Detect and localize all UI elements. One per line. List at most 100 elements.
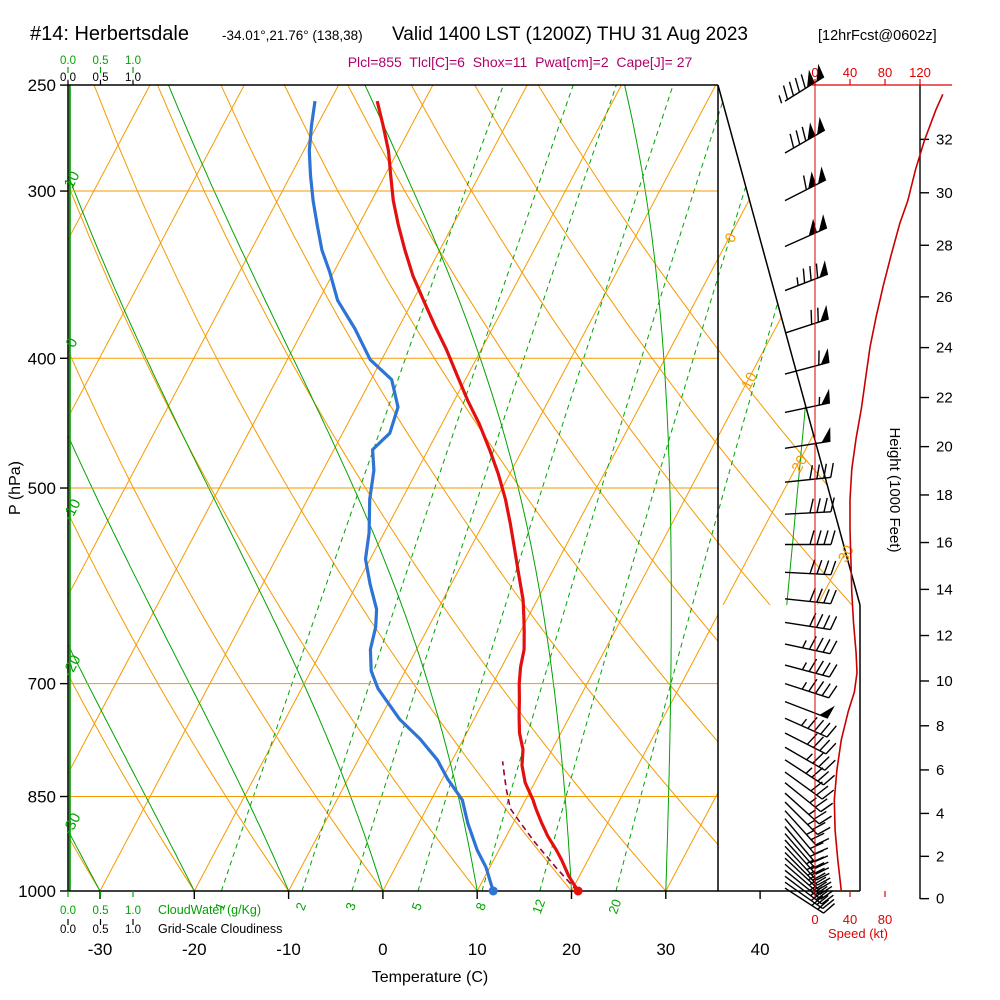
mixing-ratio-label: 3: [342, 900, 359, 912]
barb-staff: [784, 759, 824, 786]
barb-staff: [784, 643, 831, 655]
cloudiness-scale-bottom-label: 0.0: [60, 924, 76, 936]
cloudwater-scale-top-label: 0.0: [60, 55, 76, 67]
barb-staff: [784, 875, 823, 905]
barb-full: [816, 530, 822, 545]
mixing-ratio-label: 12: [529, 897, 548, 916]
barb-staff: [784, 792, 820, 825]
barb-full: [814, 681, 825, 694]
speed-tick-bottom-label: 40: [843, 912, 857, 927]
barb-full: [814, 861, 829, 869]
pressure-tick-label: 500: [28, 479, 56, 498]
speed-curve: [833, 93, 944, 892]
barb-full: [802, 268, 806, 284]
barb-half: [808, 874, 816, 881]
barb-full: [820, 722, 831, 735]
wind-barb: [784, 388, 831, 414]
dry-adiabat-line: [93, 85, 572, 891]
barb-full: [818, 881, 832, 891]
barb-full: [815, 263, 819, 279]
barb-full: [830, 560, 837, 575]
barb-pennant: [817, 116, 825, 135]
barb-staff: [784, 857, 820, 890]
barb-half: [801, 662, 808, 671]
wind-barb: [784, 559, 837, 576]
barb-full: [820, 890, 834, 900]
dewpoint-curve: [307, 100, 495, 891]
barb-full: [830, 497, 835, 512]
barb-half: [806, 753, 813, 761]
dry-adiabat-line: [68, 85, 195, 891]
height-tick-label: 24: [936, 340, 953, 357]
barb-full: [809, 465, 814, 480]
speed-tick-top-label: 120: [909, 65, 931, 80]
barb-full: [813, 810, 827, 820]
isotherm-label: 20: [788, 453, 811, 476]
barb-full: [822, 662, 831, 676]
barb-full: [817, 899, 830, 910]
barb-full: [825, 742, 837, 755]
barb-pennant: [816, 63, 825, 82]
cloudiness-axis-label: Grid-Scale Cloudiness: [158, 922, 282, 936]
temperature-tick-label: 30: [656, 940, 675, 959]
barb-full: [817, 770, 830, 782]
cloudwater-scale-bottom-label: 1.0: [125, 905, 141, 917]
barb-half: [800, 718, 808, 727]
pressure-tick-label: 1000: [18, 882, 56, 901]
speed-axis-label: Speed (kt): [828, 926, 888, 941]
barb-staff: [784, 881, 824, 910]
barb-full: [809, 587, 816, 602]
barb-full: [806, 733, 818, 745]
mixing-ratio-line: [220, 85, 504, 891]
barb-full: [809, 498, 814, 514]
barb-full: [816, 559, 823, 575]
barb-staff: [784, 771, 823, 800]
barb-staff: [784, 700, 829, 719]
cloudwater-scale-top-label: 1.0: [125, 55, 141, 67]
barb-full: [823, 560, 830, 575]
wind-barb: [784, 166, 827, 202]
profile-curves: [307, 100, 580, 891]
barb-full: [814, 798, 828, 808]
height-tick-label: 16: [936, 535, 953, 552]
barb-full: [814, 885, 828, 896]
barb-pennant: [807, 122, 816, 141]
barb-pennant: [821, 426, 831, 443]
height-tick-label: 0: [936, 891, 944, 908]
moist-adiabat-label: 0: [63, 335, 82, 350]
barb-staff: [784, 839, 817, 875]
barb-pennant: [807, 69, 815, 88]
barb-staff: [784, 571, 831, 576]
mixing-ratio-label: 2: [292, 900, 309, 912]
cloudwater-scale-bottom-label: 0.5: [93, 905, 109, 917]
temperature-tick-label: -20: [182, 940, 207, 959]
barb-full: [815, 660, 824, 674]
moist-adiabat-line: [68, 85, 384, 891]
height-tick-label: 20: [936, 439, 953, 456]
stability-params-line: Plcl=855 Tlcl[C]=6 Shox=11 Pwat[cm]=2 Ca…: [348, 54, 693, 70]
wind-barb: [784, 348, 830, 375]
cloudiness-scale-bottom-label: 0.5: [93, 924, 109, 936]
wind-barb: [784, 587, 837, 605]
barb-half: [808, 809, 817, 816]
height-tick-label: 26: [936, 289, 953, 306]
wind-barb: [784, 678, 838, 699]
wind-barb: [784, 612, 838, 631]
barb-full: [826, 725, 837, 738]
barb-pennant: [819, 260, 828, 278]
frame-line: [717, 84, 861, 606]
barb-full: [828, 685, 838, 699]
barb-staff: [784, 826, 816, 863]
barb-full: [823, 530, 829, 545]
cloudwater-scale-bottom-label: 0.0: [60, 905, 76, 917]
barb-full: [816, 498, 821, 513]
isotherm-line: [68, 85, 151, 891]
speed-tick-top-label: 80: [878, 65, 892, 80]
barb-staff: [784, 818, 816, 855]
barb-full: [822, 614, 831, 629]
barb-full: [823, 774, 836, 786]
temperature-tick-label: 40: [751, 940, 770, 959]
barb-full: [817, 826, 831, 836]
mixing-ratio-label: 8: [473, 900, 490, 912]
wind-barb: [785, 530, 836, 546]
